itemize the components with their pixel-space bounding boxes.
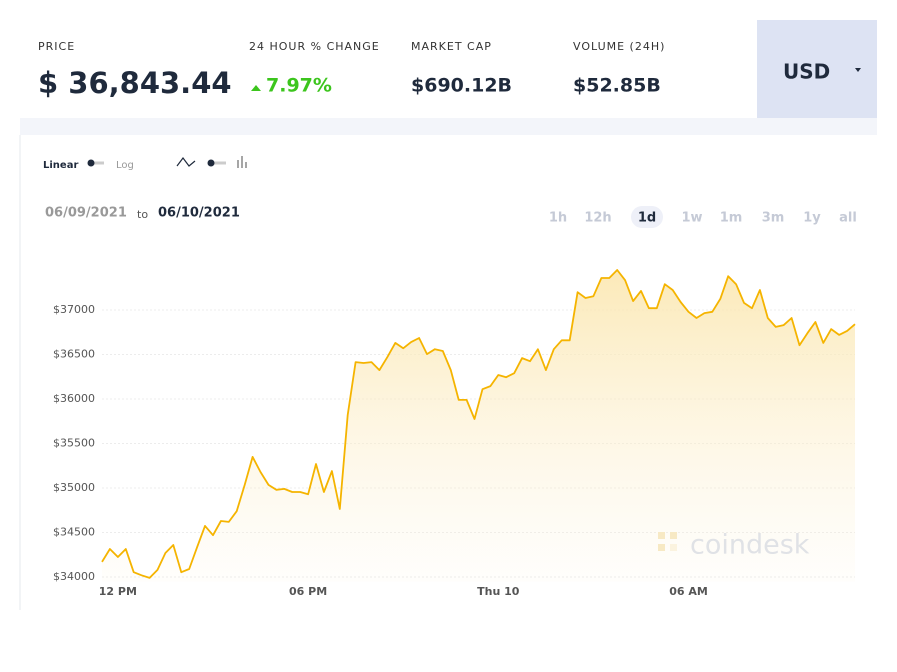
y-tick-label: $34500 <box>53 526 95 539</box>
scale-log[interactable]: Log <box>116 160 134 171</box>
stat-label: MARKET CAP <box>411 40 492 53</box>
currency[interactable]: USD <box>783 60 830 84</box>
logo-mark <box>658 544 665 551</box>
y-tick-label: $36000 <box>53 392 95 405</box>
timeframe[interactable]: 1w <box>681 211 702 226</box>
market-cap: $690.12B <box>411 75 512 97</box>
y-tick-label: $34000 <box>53 570 95 583</box>
timeframe[interactable]: 1y <box>803 211 821 226</box>
candle-icon[interactable] <box>237 156 247 168</box>
volume: $52.85B <box>573 75 661 97</box>
stat-label: 24 HOUR % CHANGE <box>249 40 380 53</box>
scale-linear[interactable]: Linear <box>43 160 78 171</box>
timeframe[interactable]: 1m <box>720 211 743 226</box>
logo-mark <box>658 532 665 539</box>
timeframe-active <box>631 206 663 228</box>
change: 7.97% <box>266 75 332 97</box>
y-tick-label: $35500 <box>53 437 95 450</box>
timeframe[interactable]: 1h <box>549 211 567 226</box>
y-tick-label: $35000 <box>53 481 95 494</box>
line <box>101 269 856 579</box>
x-tick-label: 06 AM <box>669 585 708 598</box>
up-arrow <box>251 85 261 91</box>
range-sep: to <box>137 208 148 221</box>
y-tick-label: $37000 <box>53 303 95 316</box>
y-tick-label: $36500 <box>53 348 95 361</box>
area <box>102 270 855 582</box>
range-to: 06/10/2021 <box>158 206 240 221</box>
stat-label: VOLUME (24H) <box>573 40 665 53</box>
timeframe[interactable]: all <box>839 211 857 226</box>
x-tick-label: Thu 10 <box>477 585 520 598</box>
stat-label: PRICE <box>38 40 75 53</box>
divider <box>20 118 877 135</box>
line-icon[interactable] <box>176 157 196 167</box>
watermark: coindesk <box>690 530 810 561</box>
range-from: 06/09/2021 <box>45 206 127 221</box>
toggle-knob <box>87 159 95 167</box>
logo-mark <box>670 532 677 539</box>
timeframe[interactable]: 12h <box>584 211 611 226</box>
timeframe[interactable]: 1d <box>638 211 656 226</box>
price: $ 36,843.44 <box>38 66 232 100</box>
toggle-knob <box>207 159 215 167</box>
caret <box>855 68 861 72</box>
x-tick-label: 12 PM <box>99 585 137 598</box>
timeframe[interactable]: 3m <box>762 211 785 226</box>
x-tick-label: 06 PM <box>289 585 327 598</box>
logo-mark <box>670 544 677 551</box>
